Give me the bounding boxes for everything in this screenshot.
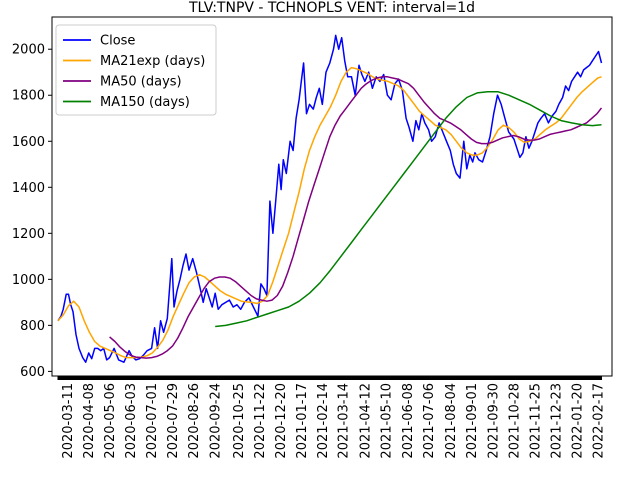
legend-label: MA21exp (days) — [100, 54, 205, 69]
x-tick-label: 2021-01-17 — [295, 383, 310, 459]
x-axis: 2020-03-11 2020-04-08 2020-05-06 2020-06-03… — [57, 376, 606, 459]
x-tick-label: 2020-09-24 — [209, 383, 224, 459]
y-tick-label: 1400 — [12, 181, 45, 196]
x-tick-label: 2021-08-04 — [444, 383, 459, 459]
x-tick-label: 2020-10-25 — [232, 383, 247, 459]
series-line-ma21exp-days — [57, 66, 602, 359]
legend-box — [55, 24, 217, 116]
x-tick-label: 2020-08-26 — [187, 383, 202, 459]
x-tick-label: 2021-06-08 — [401, 383, 416, 459]
x-tick-label: 2020-11-22 — [253, 383, 268, 459]
x-tick-label: 2021-03-14 — [337, 383, 352, 459]
x-tick-label: 2021-09-01 — [465, 383, 480, 459]
chart-title: TLV:TNPV - TCHNOPLS VENT: interval=1d — [188, 0, 475, 16]
legend-label: MA50 (days) — [100, 75, 182, 90]
x-tick-label: 2020-05-06 — [103, 383, 118, 459]
x-tick-label: 2020-07-01 — [145, 383, 160, 459]
series-line-ma150-days — [215, 91, 602, 328]
x-tick-label: 2020-03-11 — [61, 383, 76, 459]
x-tick-label: 2021-04-12 — [358, 383, 373, 459]
x-tick-label: 2020-12-20 — [274, 383, 289, 459]
legend-label: Close — [100, 34, 135, 49]
y-tick-label: 1600 — [12, 135, 45, 150]
x-tick-label: 2021-05-10 — [379, 383, 394, 459]
series-line-ma50-days — [109, 76, 603, 359]
y-tick-label: 1200 — [12, 227, 45, 242]
y-tick-label: 1000 — [12, 273, 45, 288]
plot-area — [57, 34, 603, 363]
x-tick-label: 2021-02-14 — [316, 383, 331, 459]
x-tick-label: 2021-12-23 — [549, 383, 564, 459]
series-line-close — [57, 34, 603, 363]
x-tick-label: 2021-09-30 — [487, 383, 502, 459]
x-tick-label: 2020-06-03 — [124, 383, 139, 459]
legend-label: MA150 (days) — [100, 95, 190, 110]
y-tick-label: 600 — [20, 365, 45, 380]
x-tick-label: 2020-07-29 — [166, 383, 181, 459]
x-tick-label: 2021-07-06 — [422, 383, 437, 459]
x-tick-label: 2022-02-17 — [591, 383, 606, 459]
x-tick-label: 2022-01-20 — [570, 383, 585, 459]
x-tick-label: 2021-10-28 — [507, 383, 522, 459]
x-tick-marks — [57, 376, 603, 380]
y-tick-label: 800 — [20, 319, 45, 334]
y-tick-label: 2000 — [12, 43, 45, 58]
x-tick-label: 2020-04-08 — [82, 383, 97, 459]
x-tick-label: 2021-11-25 — [528, 383, 543, 459]
legend: Close MA21exp (days) MA50 (days) MA150 (day… — [55, 24, 217, 116]
y-axis: 600 800 1000 1200 1400 1600 1800 2000 — [12, 43, 52, 380]
y-tick-label: 1800 — [12, 89, 45, 104]
